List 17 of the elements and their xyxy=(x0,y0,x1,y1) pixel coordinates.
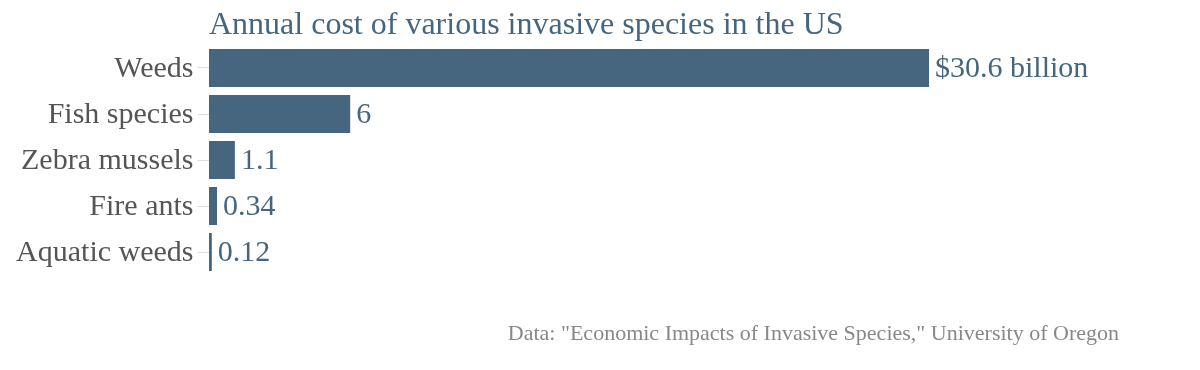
chart-title: Annual cost of various invasive species in the US xyxy=(209,5,844,41)
data-label: $30.6 billion xyxy=(935,50,1089,83)
bar xyxy=(209,233,212,271)
y-tick-label: Fish species xyxy=(47,96,194,129)
data-label: 0.34 xyxy=(223,188,276,221)
bar xyxy=(209,49,929,87)
y-tick-label: Fire ants xyxy=(89,188,194,221)
data-label: 1.1 xyxy=(240,142,279,175)
data-label: 6 xyxy=(356,96,372,129)
text: Data: "Economic Impacts of Invasive Species," University of Oregon xyxy=(507,320,1119,345)
bar xyxy=(209,141,235,179)
y-tick-label: Zebra mussels xyxy=(21,142,194,175)
bar xyxy=(209,187,217,225)
y-tick-label: Aquatic weeds xyxy=(16,234,194,267)
data-label: 0.12 xyxy=(217,234,271,267)
y-tick-label: Weeds xyxy=(114,50,194,83)
bar xyxy=(209,95,351,133)
